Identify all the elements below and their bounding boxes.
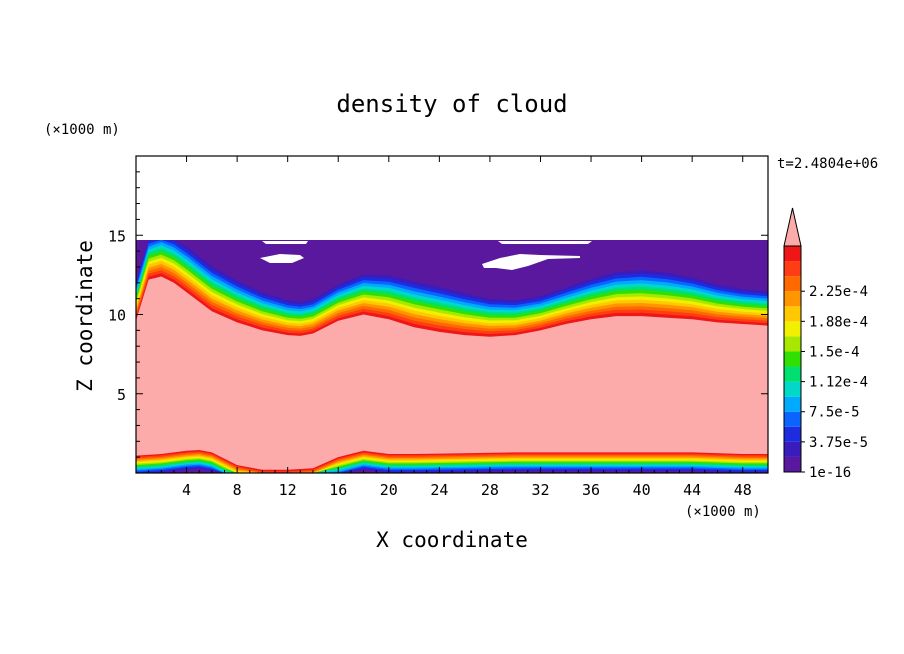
colorbar-swatch — [784, 456, 801, 472]
contour-band-lower — [136, 468, 768, 473]
colorbar-swatch — [784, 276, 801, 292]
cloud-density-field — [136, 240, 768, 473]
x-tick-label: 32 — [531, 481, 549, 499]
x-tick-label: 16 — [329, 481, 347, 499]
colorbar-over-arrow — [783, 207, 802, 247]
colorbar-swatch — [784, 321, 801, 337]
y-axis-title: Z coordinate — [73, 240, 97, 392]
x-tick-label: 24 — [430, 481, 448, 499]
x-tick-label: 8 — [233, 481, 242, 499]
colorbar-label: 1.5e-4 — [809, 344, 860, 360]
x-axis-title: X coordinate — [376, 528, 528, 552]
x-tick-label: 20 — [380, 481, 398, 499]
x-tick-label: 36 — [582, 481, 600, 499]
colorbar-swatch — [784, 306, 801, 322]
colorbar-swatch — [784, 426, 801, 442]
y-tick-label: 15 — [108, 227, 126, 245]
colorbar-swatch — [784, 336, 801, 352]
colorbar-swatch — [784, 366, 801, 382]
y-unit-label: (×1000 m) — [44, 122, 120, 138]
cloud-gap — [498, 241, 592, 244]
colorbar: 1e-16 3.75e-5 7.5e-5 1.12e-4 1.5e-4 1.88e-4 2.… — [783, 207, 868, 481]
x-tick-label: 40 — [633, 481, 651, 499]
colorbar-label: 1.88e-4 — [809, 314, 868, 330]
cloud-gap — [262, 241, 308, 244]
colorbar-swatch — [784, 441, 801, 457]
colorbar-label: 1.12e-4 — [809, 375, 868, 391]
colorbar-swatch — [784, 246, 801, 262]
colorbar-frame — [783, 245, 802, 473]
colorbar-swatch — [784, 351, 801, 367]
time-label: t=2.4804e+06 — [777, 156, 878, 172]
chart-title: density of cloud — [336, 90, 567, 118]
colorbar-swatch — [784, 411, 801, 427]
colorbar-swatch — [784, 261, 801, 277]
y-tick-label: 10 — [108, 307, 126, 325]
cloud-core-over-range — [136, 276, 768, 473]
cloud-gap — [260, 254, 304, 263]
x-unit-label: (×1000 m) — [685, 504, 761, 520]
x-axis: 4 8 12 16 20 24 28 32 36 40 44 48 — [148, 156, 756, 499]
colorbar-swatch — [784, 396, 801, 412]
y-axis: 5 10 15 — [108, 171, 768, 458]
x-tick-label: 28 — [481, 481, 499, 499]
x-tick-label: 44 — [683, 481, 701, 499]
colorbar-label: 2.25e-4 — [809, 284, 868, 300]
y-tick-label: 5 — [117, 386, 126, 404]
x-tick-label: 4 — [182, 481, 191, 499]
colorbar-swatch — [784, 291, 801, 307]
cloud-gap — [482, 254, 580, 270]
colorbar-label: 7.5e-5 — [809, 405, 860, 421]
colorbar-swatch — [784, 381, 801, 397]
x-tick-label: 48 — [734, 481, 752, 499]
x-tick-label: 12 — [279, 481, 297, 499]
colorbar-label: 3.75e-5 — [809, 435, 868, 451]
colorbar-label: 1e-16 — [809, 465, 851, 481]
